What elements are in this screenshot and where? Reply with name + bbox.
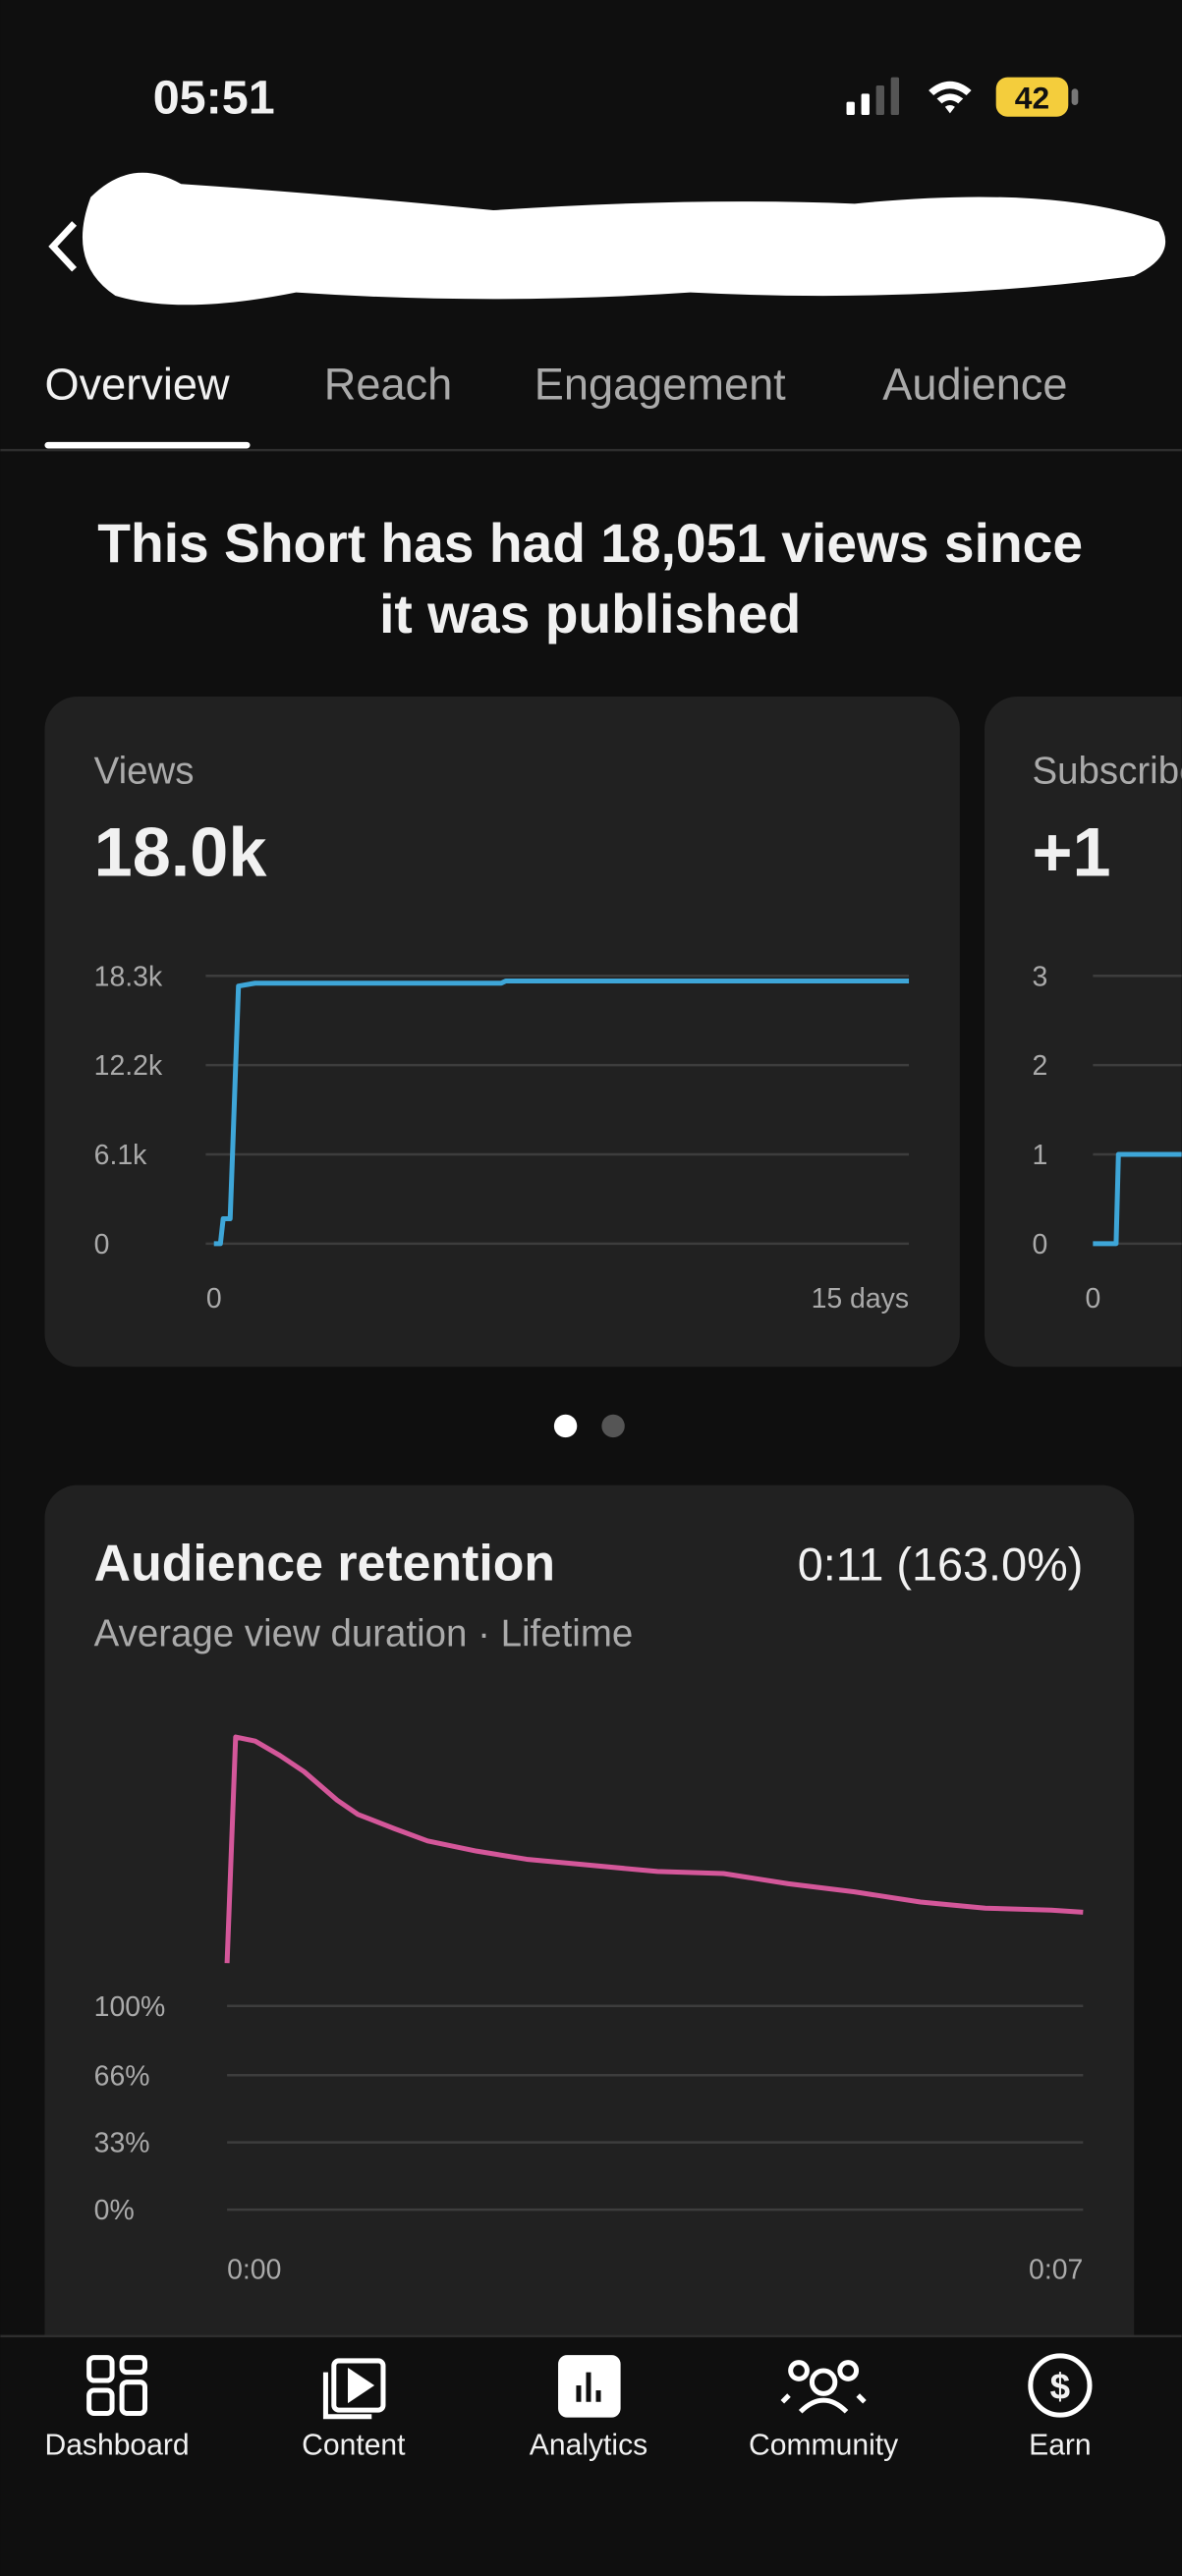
y-tick-label: 0 (1032, 1229, 1047, 1260)
views-card[interactable] (44, 697, 960, 1368)
headline: This Short has had 18,051 views since (97, 513, 1083, 574)
y-tick-label: 0% (94, 2195, 135, 2226)
data-line (224, 1734, 1084, 1964)
x-tick-label: 0:07 (1029, 2254, 1083, 2285)
retention-value: 0:11 (163.0%) (798, 1540, 1084, 1591)
card-label: Views (94, 751, 195, 793)
nav-labels: Dashboard Content Analytics Community Earn (44, 2429, 1091, 2461)
tab[interactable]: Audience (882, 359, 1067, 409)
battery-cap (1071, 88, 1079, 106)
retention-title: Audience retention (94, 1535, 555, 1592)
nav-label[interactable]: Content (302, 2429, 406, 2461)
subscribers-card[interactable] (985, 697, 1182, 1368)
y-tick-label: 1 (1032, 1140, 1047, 1171)
data-line (213, 978, 910, 1247)
x-tick-label: 15 days (812, 1283, 910, 1315)
retention-chart: 0% 33% 66% 100% 0:00 0:07 (94, 1734, 1084, 2285)
tab[interactable]: Reach (324, 359, 452, 409)
y-tick-label: 100% (94, 1991, 166, 2023)
x-tick-label: 0:00 (227, 2254, 281, 2285)
data-line (1093, 1151, 1182, 1247)
x-tick-label: 0 (206, 1283, 222, 1315)
y-tick-label: 3 (1032, 961, 1047, 992)
wifi-icon (929, 81, 972, 114)
nav-label[interactable]: Analytics (530, 2429, 647, 2461)
battery-icon (995, 77, 1069, 117)
y-tick-label: 66% (94, 2060, 150, 2092)
card-label: Subscribers (1032, 751, 1182, 793)
battery-level: 42 (1015, 80, 1049, 115)
nav-label[interactable]: Earn (1029, 2429, 1092, 2461)
y-tick-label: 18.3k (94, 961, 163, 992)
tab-bar: Overview Reach Engagement Audience (44, 359, 1067, 409)
x-tick-label: 0 (1085, 1283, 1100, 1315)
redacted-title (82, 172, 1166, 306)
charts: 0 6.1k 12.2k 18.3k 0 15 days 0 1 2 3 0 (94, 961, 1182, 1315)
nav-label[interactable]: Dashboard (44, 2429, 189, 2461)
back-button[interactable] (48, 221, 78, 272)
analytics-bars (576, 2372, 601, 2402)
status-time: 05:51 (153, 71, 275, 124)
tab[interactable]: Overview (44, 359, 229, 409)
card-value: +1 (1032, 812, 1110, 890)
signal-icon (846, 77, 900, 116)
y-tick-label: 6.1k (94, 1140, 147, 1171)
retention-card[interactable] (44, 1484, 1135, 2406)
nav-label[interactable]: Community (749, 2429, 898, 2461)
retention-subtitle: Average view duration · Lifetime (94, 1613, 634, 1655)
tab[interactable]: Engagement (535, 359, 786, 409)
y-tick-label: 12.2k (94, 1050, 163, 1082)
card-value: 18.0k (94, 812, 268, 890)
y-tick-label: 33% (94, 2128, 150, 2159)
active-tab-indicator (44, 441, 251, 449)
page-dot[interactable] (601, 1414, 625, 1438)
earn-icon-symbol: $ (1050, 2366, 1070, 2406)
y-tick-label: 0 (94, 1229, 110, 1260)
headline: it was published (379, 584, 801, 644)
page-dot-active[interactable] (553, 1414, 578, 1438)
y-tick-label: 2 (1032, 1050, 1047, 1082)
